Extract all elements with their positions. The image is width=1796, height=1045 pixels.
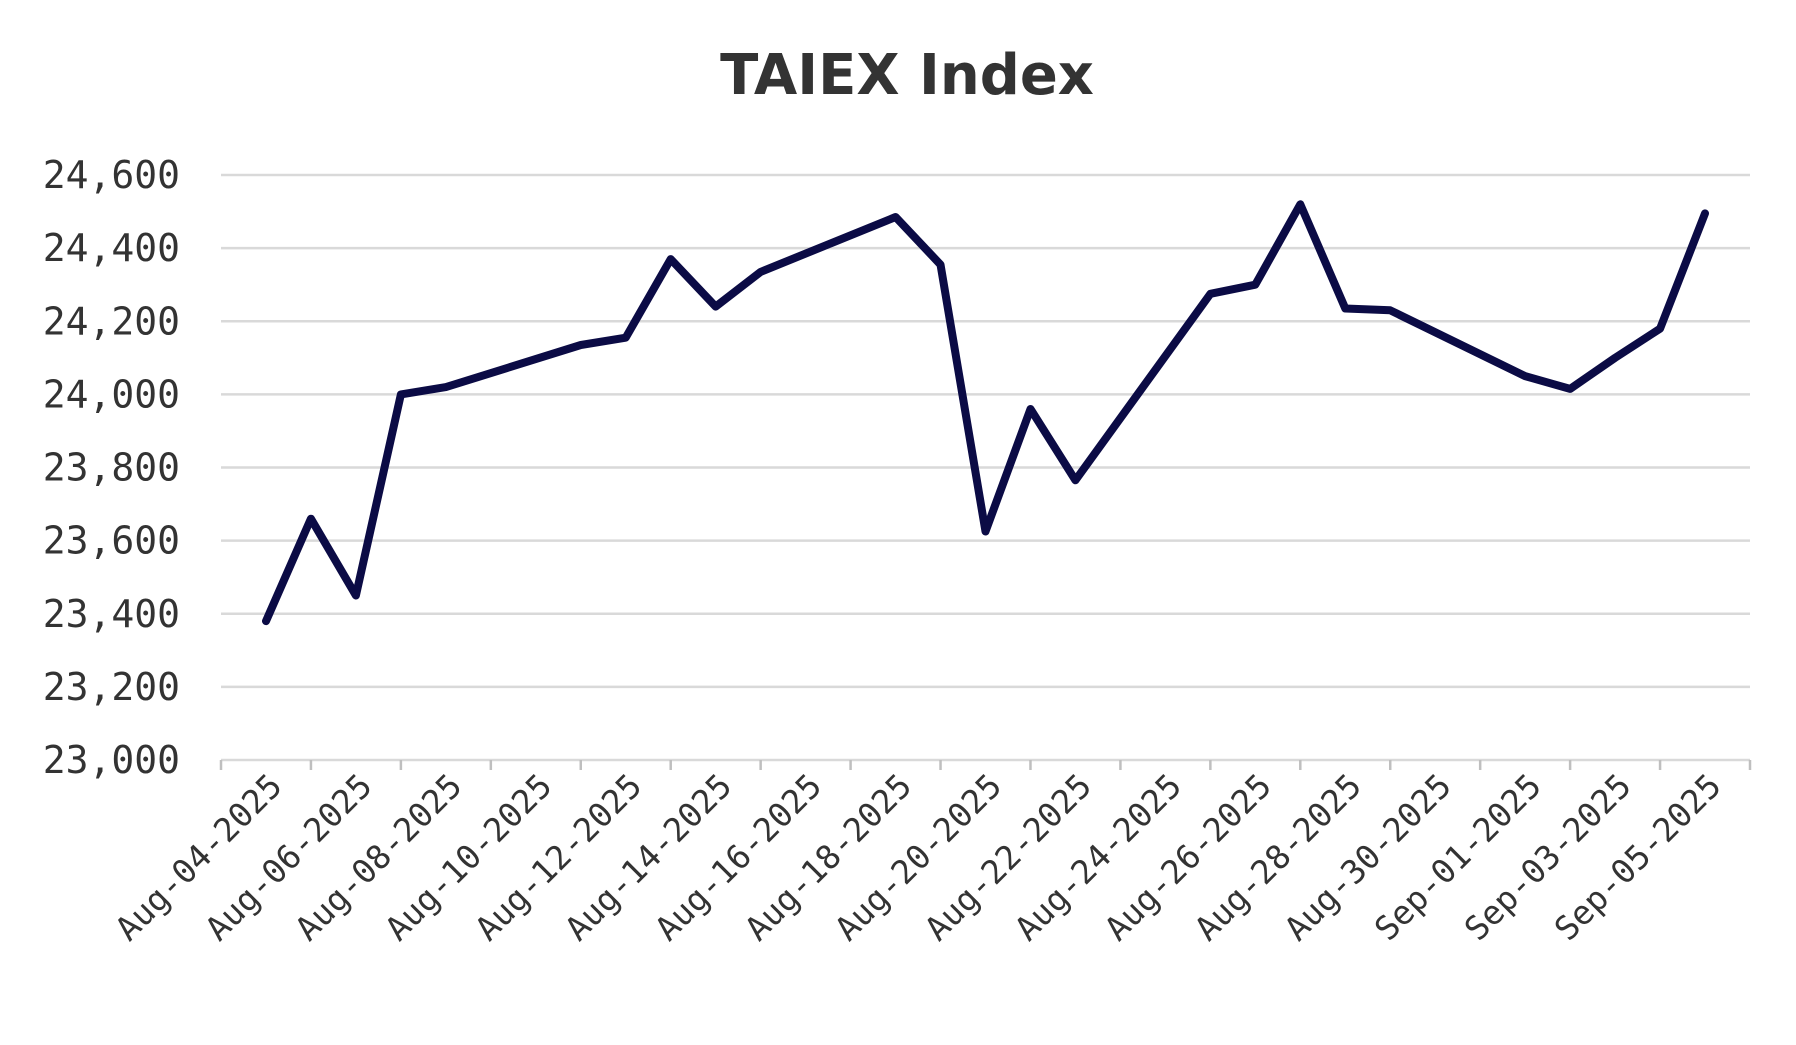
series-line [262, 200, 1709, 626]
y-axis: 23,000 23,200 23,400 23,600 23,800 24,000 24,2… [43, 153, 180, 782]
y-tick-label: 24,000 [43, 372, 180, 416]
y-tick-label: 23,600 [43, 519, 180, 563]
y-tick-label: 23,200 [43, 665, 180, 709]
chart-title: TAIEX Index [720, 43, 1094, 108]
y-tick-label: 24,400 [43, 226, 180, 270]
y-tick-label: 23,400 [43, 592, 180, 636]
y-tick-label: 23,000 [43, 738, 180, 782]
y-tick-label: 24,200 [43, 299, 180, 343]
gridlines [221, 173, 1750, 689]
y-tick-label: 23,800 [43, 446, 180, 490]
x-axis: Aug-04-2025Aug-06-2025Aug-08-2025Aug-10-… [108, 758, 1752, 948]
series-layer [262, 200, 1709, 626]
y-tick-label: 24,600 [43, 153, 180, 197]
